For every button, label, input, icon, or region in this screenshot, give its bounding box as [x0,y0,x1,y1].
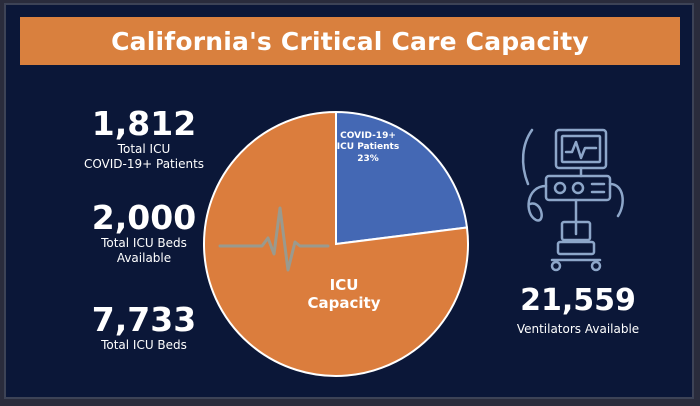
slice-label-capacity-line2: Capacity [308,294,381,312]
stat-label-line: Total ICU Beds [101,338,187,352]
ventilators-label: Ventilators Available [516,322,640,336]
stat-covid-icu-patients: 1,812 Total ICU COVID-19+ Patients [48,106,240,172]
stat-value: 7,733 [91,300,197,339]
stat-label-line: Total ICU Beds [101,236,187,250]
slice-label-covid: COVID-19+ [340,131,396,141]
slide-title: California's Critical Care Capacity [111,26,589,56]
pie-slice-0 [335,110,469,246]
ventilators-value: 21,559 [520,283,636,318]
stat-label-line: Total ICU [117,142,171,156]
slice-value-covid: 23% [357,154,379,164]
slice-label-capacity: ICU [330,276,359,294]
stat-value: 1,812 [91,104,197,143]
stat-total-icu-beds: 7,733 Total ICU Beds [48,302,240,353]
pie-slice-1 [203,110,469,377]
stat-label-line: COVID-19+ Patients [83,157,205,171]
icu-pie-chart: COVID-19+ ICU Patients 23% ICU Capacity [203,110,469,377]
title-banner: California's Critical Care Capacity [20,17,680,65]
heartbeat-line-icon [218,206,330,272]
ventilator-icon [521,128,624,272]
stat-label-line: Available [116,251,172,265]
stat-icu-beds-available: 2,000 Total ICU Beds Available [48,200,240,266]
slice-label-covid-line2: ICU Patients [337,142,399,152]
stat-value: 2,000 [91,198,197,237]
